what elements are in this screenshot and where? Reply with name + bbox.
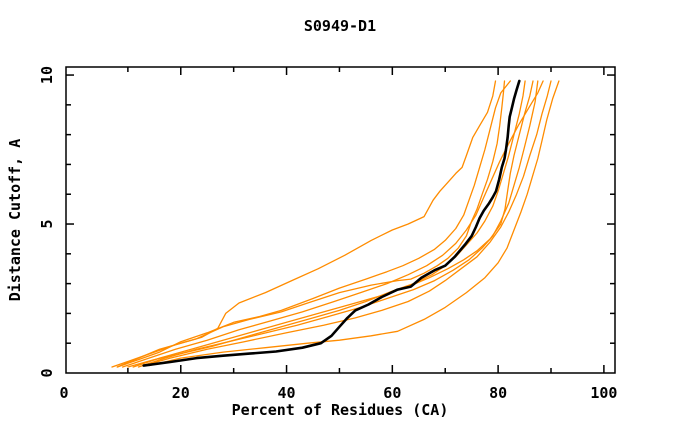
y-axis-label: Distance Cutoff, A <box>6 139 24 302</box>
curve-reference <box>142 79 521 367</box>
x-tick-label: 20 <box>172 384 190 402</box>
curves <box>111 79 560 368</box>
tick-labels: 0 20 40 60 80 100 0 5 10 <box>38 66 617 402</box>
x-tick-label: 40 <box>278 384 296 402</box>
y-tick-label: 5 <box>38 220 56 229</box>
curve-model-5 <box>132 80 534 368</box>
curve-model-8 <box>143 80 552 367</box>
y-tick-label: 10 <box>38 66 56 84</box>
x-tick-label: 60 <box>383 384 401 402</box>
curve-model-1 <box>116 80 497 368</box>
axis-frame <box>65 66 616 374</box>
plot-frame <box>65 66 616 374</box>
curve-model-3 <box>116 80 511 368</box>
chart-title: S0949-D1 <box>304 17 376 35</box>
curve-model-9 <box>148 80 560 367</box>
x-tick-label: 100 <box>590 384 617 402</box>
curve-model-7 <box>121 80 544 368</box>
x-axis-label: Percent of Residues (CA) <box>232 401 449 419</box>
axis-ticks <box>66 67 615 373</box>
x-tick-label: 0 <box>59 384 68 402</box>
x-tick-label: 80 <box>489 384 507 402</box>
y-tick-label: 0 <box>38 368 56 377</box>
curve-model-2 <box>111 80 506 368</box>
curve-model-6 <box>137 80 539 368</box>
